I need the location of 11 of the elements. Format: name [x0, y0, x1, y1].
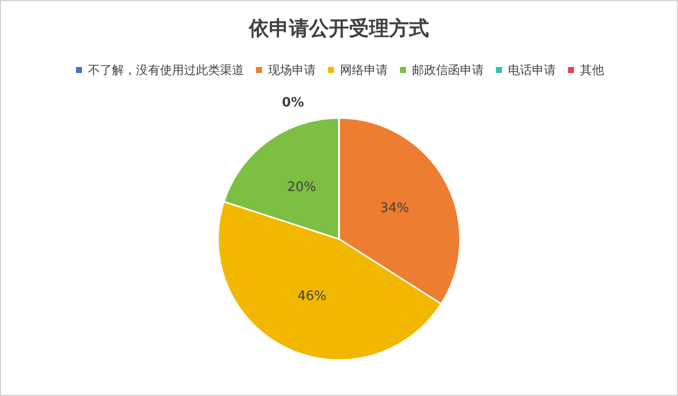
legend-label: 邮政信函申请 — [412, 63, 484, 77]
text: 0% — [282, 96, 304, 110]
legend-label: 网络申请 — [340, 63, 388, 77]
legend-label: 不了解，没有使用过此类渠道 — [88, 63, 244, 77]
legend-label: 电话申请 — [508, 63, 556, 77]
data-label: 46% — [298, 288, 326, 304]
data-label: 20% — [287, 180, 316, 196]
legend-label: 现场申请 — [268, 63, 316, 77]
legend-label: 其他 — [580, 63, 604, 77]
data-label: 34% — [380, 200, 410, 216]
chart-title: 依申请公开受理方式 — [248, 16, 429, 40]
